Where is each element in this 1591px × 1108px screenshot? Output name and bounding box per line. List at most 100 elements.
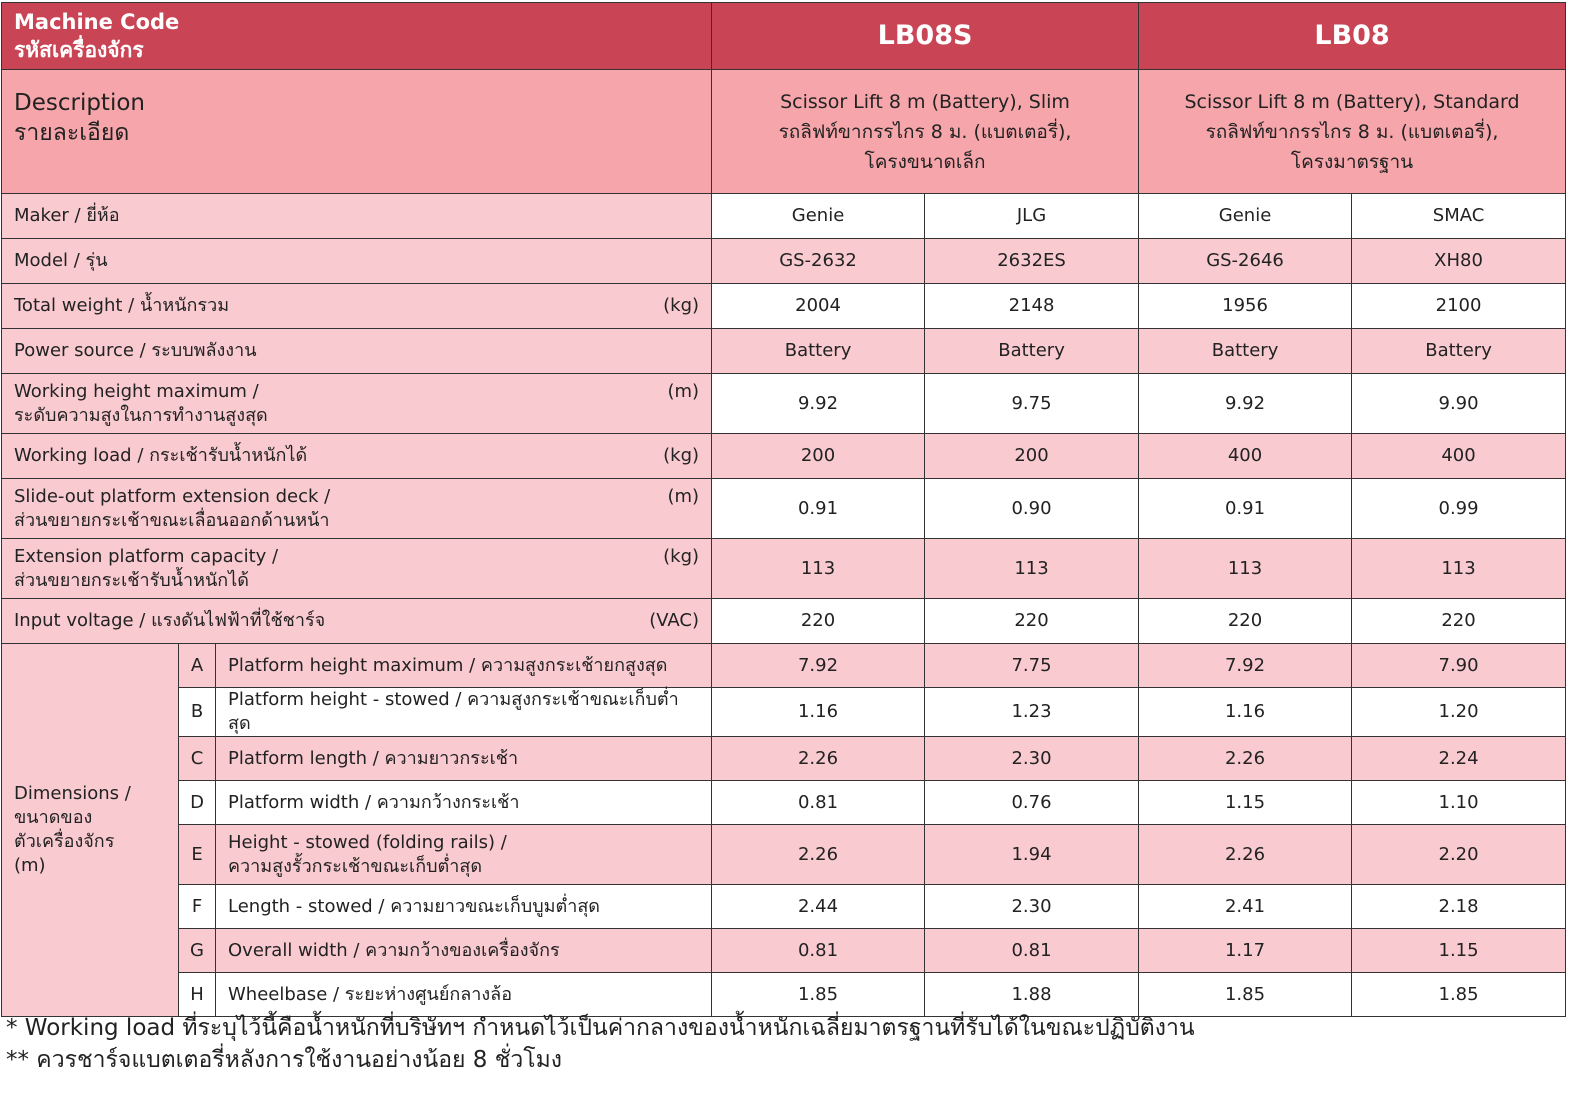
table-row: (m) Slide-out platform extension deck / ส่… bbox=[0, 478, 1567, 539]
value-cell: 400 bbox=[1351, 433, 1567, 479]
description-row: Description รายละเอียด Scissor Lift 8 m (… bbox=[0, 69, 1567, 194]
description-lb08s: Scissor Lift 8 m (Battery), Slim รถลิฟท์ข… bbox=[711, 69, 1140, 194]
dimension-label: Platform height - stowed / ความสูงกระเช้… bbox=[214, 687, 713, 737]
value-cell: Battery bbox=[711, 328, 926, 374]
label-line: ขนาดของ bbox=[14, 807, 93, 828]
value-cell: 2.30 bbox=[924, 884, 1140, 929]
header-row: Machine Code รหัสเครื่องจักร LB08S LB08 bbox=[0, 2, 1567, 70]
value-cell: 7.92 bbox=[1138, 643, 1353, 688]
table-row: (m) Working height maximum / ระดับความสูงใ… bbox=[0, 373, 1567, 434]
unit-label: (VAC) bbox=[649, 610, 700, 631]
dimension-letter: H bbox=[178, 972, 216, 1017]
label-line: Slide-out platform extension deck / bbox=[14, 485, 331, 507]
value-cell: 0.99 bbox=[1351, 478, 1567, 539]
value-cell: 2632ES bbox=[924, 238, 1140, 284]
title-th: รหัสเครื่องจักร bbox=[14, 38, 144, 62]
unit-label: (kg) bbox=[663, 295, 700, 316]
dimension-label: Platform length / ความยาวกระเช้า bbox=[214, 736, 713, 781]
value-cell: 2100 bbox=[1351, 283, 1567, 329]
row-label: Model / รุ่น bbox=[0, 238, 713, 284]
row-label: (VAC) Input voltage / แรงดันไฟฟ้าที่ใช้ชา… bbox=[0, 598, 713, 644]
value-cell: 1.17 bbox=[1138, 928, 1353, 973]
dimension-letter: A bbox=[178, 643, 216, 688]
label-line: Maker / ยี่ห้อ bbox=[14, 205, 120, 226]
group-lb08s: LB08S bbox=[711, 2, 1140, 70]
row-label: (kg) Total weight / น้ำหนักรวม bbox=[0, 283, 713, 329]
dimension-row: B Platform height - stowed / ความสูงกระเช… bbox=[2, 687, 1567, 737]
description-lb08: Scissor Lift 8 m (Battery), Standard รถลิ… bbox=[1138, 69, 1567, 194]
desc-line: รถลิฟท์ขากรรไกร 8 ม. (แบตเตอรี่), bbox=[778, 120, 1072, 143]
value-cell: 1956 bbox=[1138, 283, 1353, 329]
label-line: (m) bbox=[14, 855, 46, 876]
label-line: Wheelbase / ระยะห่างศูนย์กลางล้อ bbox=[228, 983, 513, 1005]
table-row: (kg) Working load / กระเช้ารับน้ำหนักได้ 2… bbox=[0, 433, 1567, 479]
value-cell: 2.26 bbox=[711, 736, 926, 781]
value-cell: 220 bbox=[924, 598, 1140, 644]
label-line: ระดับความสูงในการทำงานสูงสุด bbox=[14, 404, 268, 426]
value-cell: 1.16 bbox=[711, 687, 926, 737]
value-cell: 1.15 bbox=[1351, 928, 1567, 973]
dimension-row: H Wheelbase / ระยะห่างศูนย์กลางล้อ 1.85 1.8… bbox=[2, 972, 1567, 1017]
row-label: (kg) Extension platform capacity / ส่วนขยา… bbox=[0, 538, 713, 599]
value-cell: GS-2646 bbox=[1138, 238, 1353, 284]
value-cell: 1.20 bbox=[1351, 687, 1567, 737]
label-line: ความสูงรั้วกระเช้าขณะเก็บต่ำสุด bbox=[228, 855, 483, 877]
value-cell: 2.26 bbox=[711, 824, 926, 885]
value-cell: 1.15 bbox=[1138, 780, 1353, 825]
value-cell: 200 bbox=[711, 433, 926, 479]
value-cell: 1.16 bbox=[1138, 687, 1353, 737]
value-cell: 2004 bbox=[711, 283, 926, 329]
value-cell: JLG bbox=[924, 193, 1140, 239]
value-cell: 200 bbox=[924, 433, 1140, 479]
value-cell: 400 bbox=[1138, 433, 1353, 479]
value-cell: 2.41 bbox=[1138, 884, 1353, 929]
value-cell: 7.75 bbox=[924, 643, 1140, 688]
value-cell: 2.24 bbox=[1351, 736, 1567, 781]
label-line: ส่วนขยายกระเช้ารับน้ำหนักได้ bbox=[14, 569, 249, 591]
value-cell: 9.92 bbox=[711, 373, 926, 434]
label-line: Overall width / ความกว้างของเครื่องจักร bbox=[228, 939, 560, 961]
value-cell: 7.90 bbox=[1351, 643, 1567, 688]
value-cell: 2.44 bbox=[711, 884, 926, 929]
label-line: Length - stowed / ความยาวขณะเก็บบูมต่ำสุ… bbox=[228, 895, 600, 917]
desc-line: Scissor Lift 8 m (Battery), Standard bbox=[1184, 90, 1520, 113]
value-cell: 2.26 bbox=[1138, 824, 1353, 885]
dimension-letter: G bbox=[178, 928, 216, 973]
unit-label: (kg) bbox=[663, 445, 700, 466]
value-cell: 1.85 bbox=[1138, 972, 1353, 1017]
table-row: Model / รุ่น GS-2632 2632ES GS-2646 XH80 bbox=[0, 238, 1567, 284]
description-label: Description รายละเอียด bbox=[0, 69, 713, 194]
dimension-label: Platform width / ความกว้างกระเช้า bbox=[214, 780, 713, 825]
label-line: Platform length / ความยาวกระเช้า bbox=[228, 747, 519, 769]
label-line: Extension platform capacity / bbox=[14, 545, 279, 567]
footnote-1: * Working load ที่ระบุไว้นี้คือน้ำหนักที… bbox=[6, 1015, 1195, 1041]
row-label: (m) Slide-out platform extension deck / ส่… bbox=[0, 478, 713, 539]
value-cell: 2.18 bbox=[1351, 884, 1567, 929]
spec-table: Machine Code รหัสเครื่องจักร LB08S LB08 D… bbox=[0, 2, 1567, 1017]
value-cell: 220 bbox=[1138, 598, 1353, 644]
table-row: Maker / ยี่ห้อ Genie JLG Genie SMAC bbox=[0, 193, 1567, 239]
unit-label: (kg) bbox=[663, 545, 700, 567]
label-line: Platform height maximum / ความสูงกระเช้า… bbox=[228, 654, 668, 676]
table-row: (kg) Extension platform capacity / ส่วนขยา… bbox=[0, 538, 1567, 599]
label-line: Height - stowed (folding rails) / bbox=[228, 831, 507, 853]
value-cell: Battery bbox=[924, 328, 1140, 374]
label-line: Platform width / ความกว้างกระเช้า bbox=[228, 791, 520, 813]
label-line: Total weight / น้ำหนักรวม bbox=[14, 295, 230, 316]
value-cell: 0.90 bbox=[924, 478, 1140, 539]
value-cell: 2.30 bbox=[924, 736, 1140, 781]
value-cell: 0.81 bbox=[711, 780, 926, 825]
value-cell: 0.76 bbox=[924, 780, 1140, 825]
value-cell: SMAC bbox=[1351, 193, 1567, 239]
dimension-label: Overall width / ความกว้างของเครื่องจักร bbox=[214, 928, 713, 973]
machine-code-header: Machine Code รหัสเครื่องจักร bbox=[0, 2, 713, 70]
value-cell: 220 bbox=[1351, 598, 1567, 644]
title-en: Machine Code bbox=[14, 10, 180, 34]
value-cell: 113 bbox=[924, 538, 1140, 599]
desc-line: รถลิฟท์ขากรรไกร 8 ม. (แบตเตอรี่), bbox=[1205, 120, 1499, 143]
dimension-letter: B bbox=[178, 687, 216, 737]
value-cell: 1.10 bbox=[1351, 780, 1567, 825]
unit-label: (m) bbox=[667, 485, 700, 507]
dimensions-label: Dimensions / ขนาดของ ตัวเครื่องจักร (m) bbox=[1, 643, 179, 1017]
dimension-label: Platform height maximum / ความสูงกระเช้า… bbox=[214, 643, 713, 688]
